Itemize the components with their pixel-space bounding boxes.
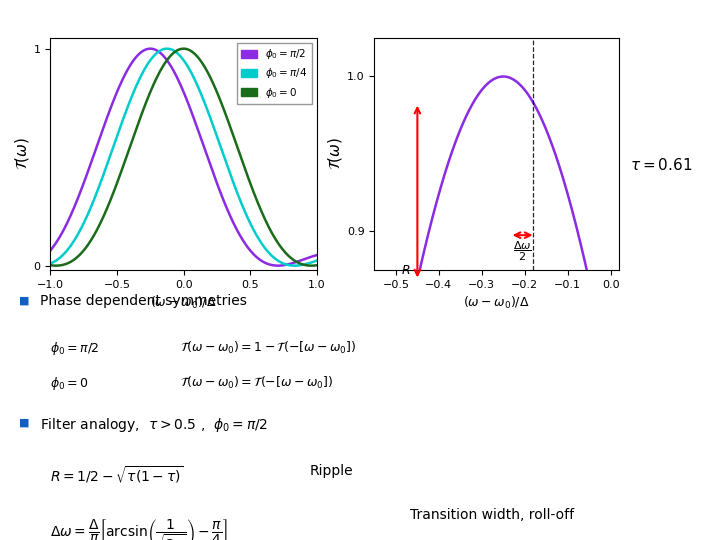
- Y-axis label: $\mathcal{T}(\omega)$: $\mathcal{T}(\omega)$: [13, 137, 31, 171]
- Text: $\blacksquare$: $\blacksquare$: [18, 294, 30, 307]
- Text: $R = 1/2 - \sqrt{\tau(1-\tau)}$: $R = 1/2 - \sqrt{\tau(1-\tau)}$: [50, 464, 184, 485]
- Text: $\phi_0 = \pi/2$: $\phi_0 = \pi/2$: [50, 340, 100, 357]
- Text: $\blacksquare$: $\blacksquare$: [18, 416, 30, 429]
- Text: Ripple: Ripple: [310, 464, 354, 478]
- Text: Filter analogy,  $\tau > 0.5$ ,  $\phi_0 = \pi/2$: Filter analogy, $\tau > 0.5$ , $\phi_0 =…: [40, 416, 268, 434]
- Legend: $\phi_0 = \pi/2$, $\phi_0 = \pi/4$, $\phi_0 = 0$: $\phi_0 = \pi/2$, $\phi_0 = \pi/4$, $\ph…: [237, 43, 312, 104]
- Text: Transmission properties: Transmission properties: [190, 11, 530, 35]
- Text: Transition width, roll-off: Transition width, roll-off: [410, 508, 575, 522]
- Text: $\mathcal{T}(\omega-\omega_0) = 1 - \mathcal{T}(-[\omega-\omega_0])$: $\mathcal{T}(\omega-\omega_0) = 1 - \mat…: [180, 340, 356, 356]
- X-axis label: $(\omega - \omega_0)/\Delta$: $(\omega - \omega_0)/\Delta$: [150, 295, 217, 312]
- Text: $\mathcal{T}(\omega-\omega_0) = \mathcal{T}(-[\omega-\omega_0])$: $\mathcal{T}(\omega-\omega_0) = \mathcal…: [180, 375, 333, 391]
- Text: $\dfrac{\Delta\omega}{2}$: $\dfrac{\Delta\omega}{2}$: [513, 240, 532, 264]
- Text: Phase dependent symmetries: Phase dependent symmetries: [40, 294, 246, 308]
- Y-axis label: $\mathcal{T}(\omega)$: $\mathcal{T}(\omega)$: [326, 137, 344, 171]
- Text: $\Delta\omega = \dfrac{\Delta}{\pi}\left[\arcsin\!\left(\dfrac{1}{\sqrt{2\tau}}\: $\Delta\omega = \dfrac{\Delta}{\pi}\left…: [50, 518, 228, 540]
- X-axis label: $(\omega - \omega_0)/\Delta$: $(\omega - \omega_0)/\Delta$: [464, 295, 530, 312]
- Text: $\tau = 0.61$: $\tau = 0.61$: [630, 157, 693, 173]
- Text: $R$: $R$: [402, 264, 411, 277]
- Text: $\phi_0 = 0$: $\phi_0 = 0$: [50, 375, 89, 392]
